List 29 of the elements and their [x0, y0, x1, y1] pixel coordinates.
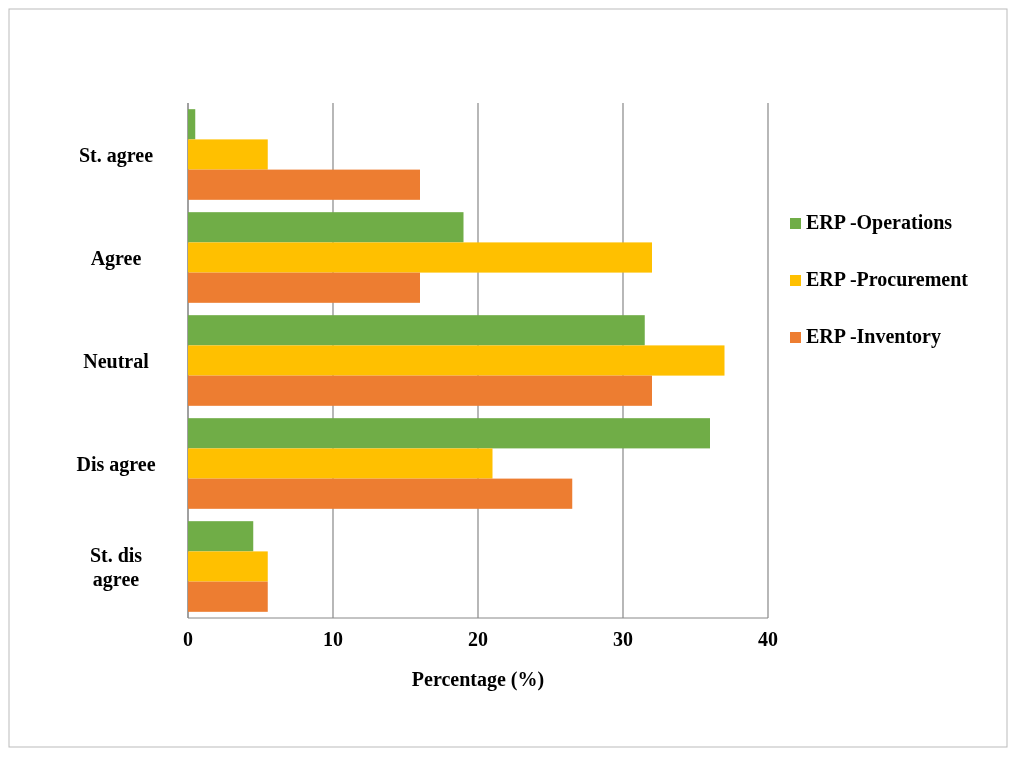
bar: [188, 169, 420, 200]
bar: [188, 242, 652, 273]
x-axis-title: Percentage (%): [411, 668, 545, 691]
bar: [188, 345, 725, 376]
bar: [188, 521, 254, 552]
x-tick-label: 20: [468, 628, 488, 650]
bar: [188, 139, 268, 170]
y-tick-label: Agree: [90, 246, 142, 270]
bar: [188, 315, 645, 346]
y-tick-label: St. dis agree: [89, 543, 143, 591]
x-tick-label: 10: [323, 628, 343, 650]
y-tick-label: Dis agree: [76, 452, 156, 476]
bar: [188, 375, 652, 406]
y-tick-label: St. agree: [78, 143, 154, 167]
bar: [188, 581, 268, 612]
bar: [188, 551, 268, 582]
bar: [188, 109, 196, 140]
x-tick-label: 30: [613, 628, 633, 650]
bar: [188, 212, 464, 243]
x-tick-label: 40: [758, 628, 778, 650]
legend-label: ERP -Procurement: [806, 268, 969, 290]
legend-label: ERP -Operations: [806, 211, 953, 234]
y-tick-label: Neutral: [83, 349, 150, 372]
bar: [188, 478, 573, 509]
x-tick-label: 0: [183, 628, 193, 650]
legend-label: ERP -Inventory: [806, 325, 941, 348]
bar: [188, 418, 710, 449]
bar: [188, 448, 493, 479]
bar: [188, 272, 420, 303]
